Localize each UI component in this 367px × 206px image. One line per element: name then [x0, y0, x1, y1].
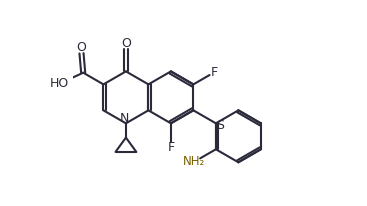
- Text: F: F: [167, 141, 174, 154]
- Text: N: N: [120, 112, 130, 125]
- Text: O: O: [76, 41, 86, 54]
- Text: HO: HO: [50, 76, 69, 90]
- Text: F: F: [211, 66, 218, 79]
- Text: NH₂: NH₂: [183, 156, 205, 169]
- Text: S: S: [216, 119, 224, 132]
- Text: O: O: [121, 37, 131, 50]
